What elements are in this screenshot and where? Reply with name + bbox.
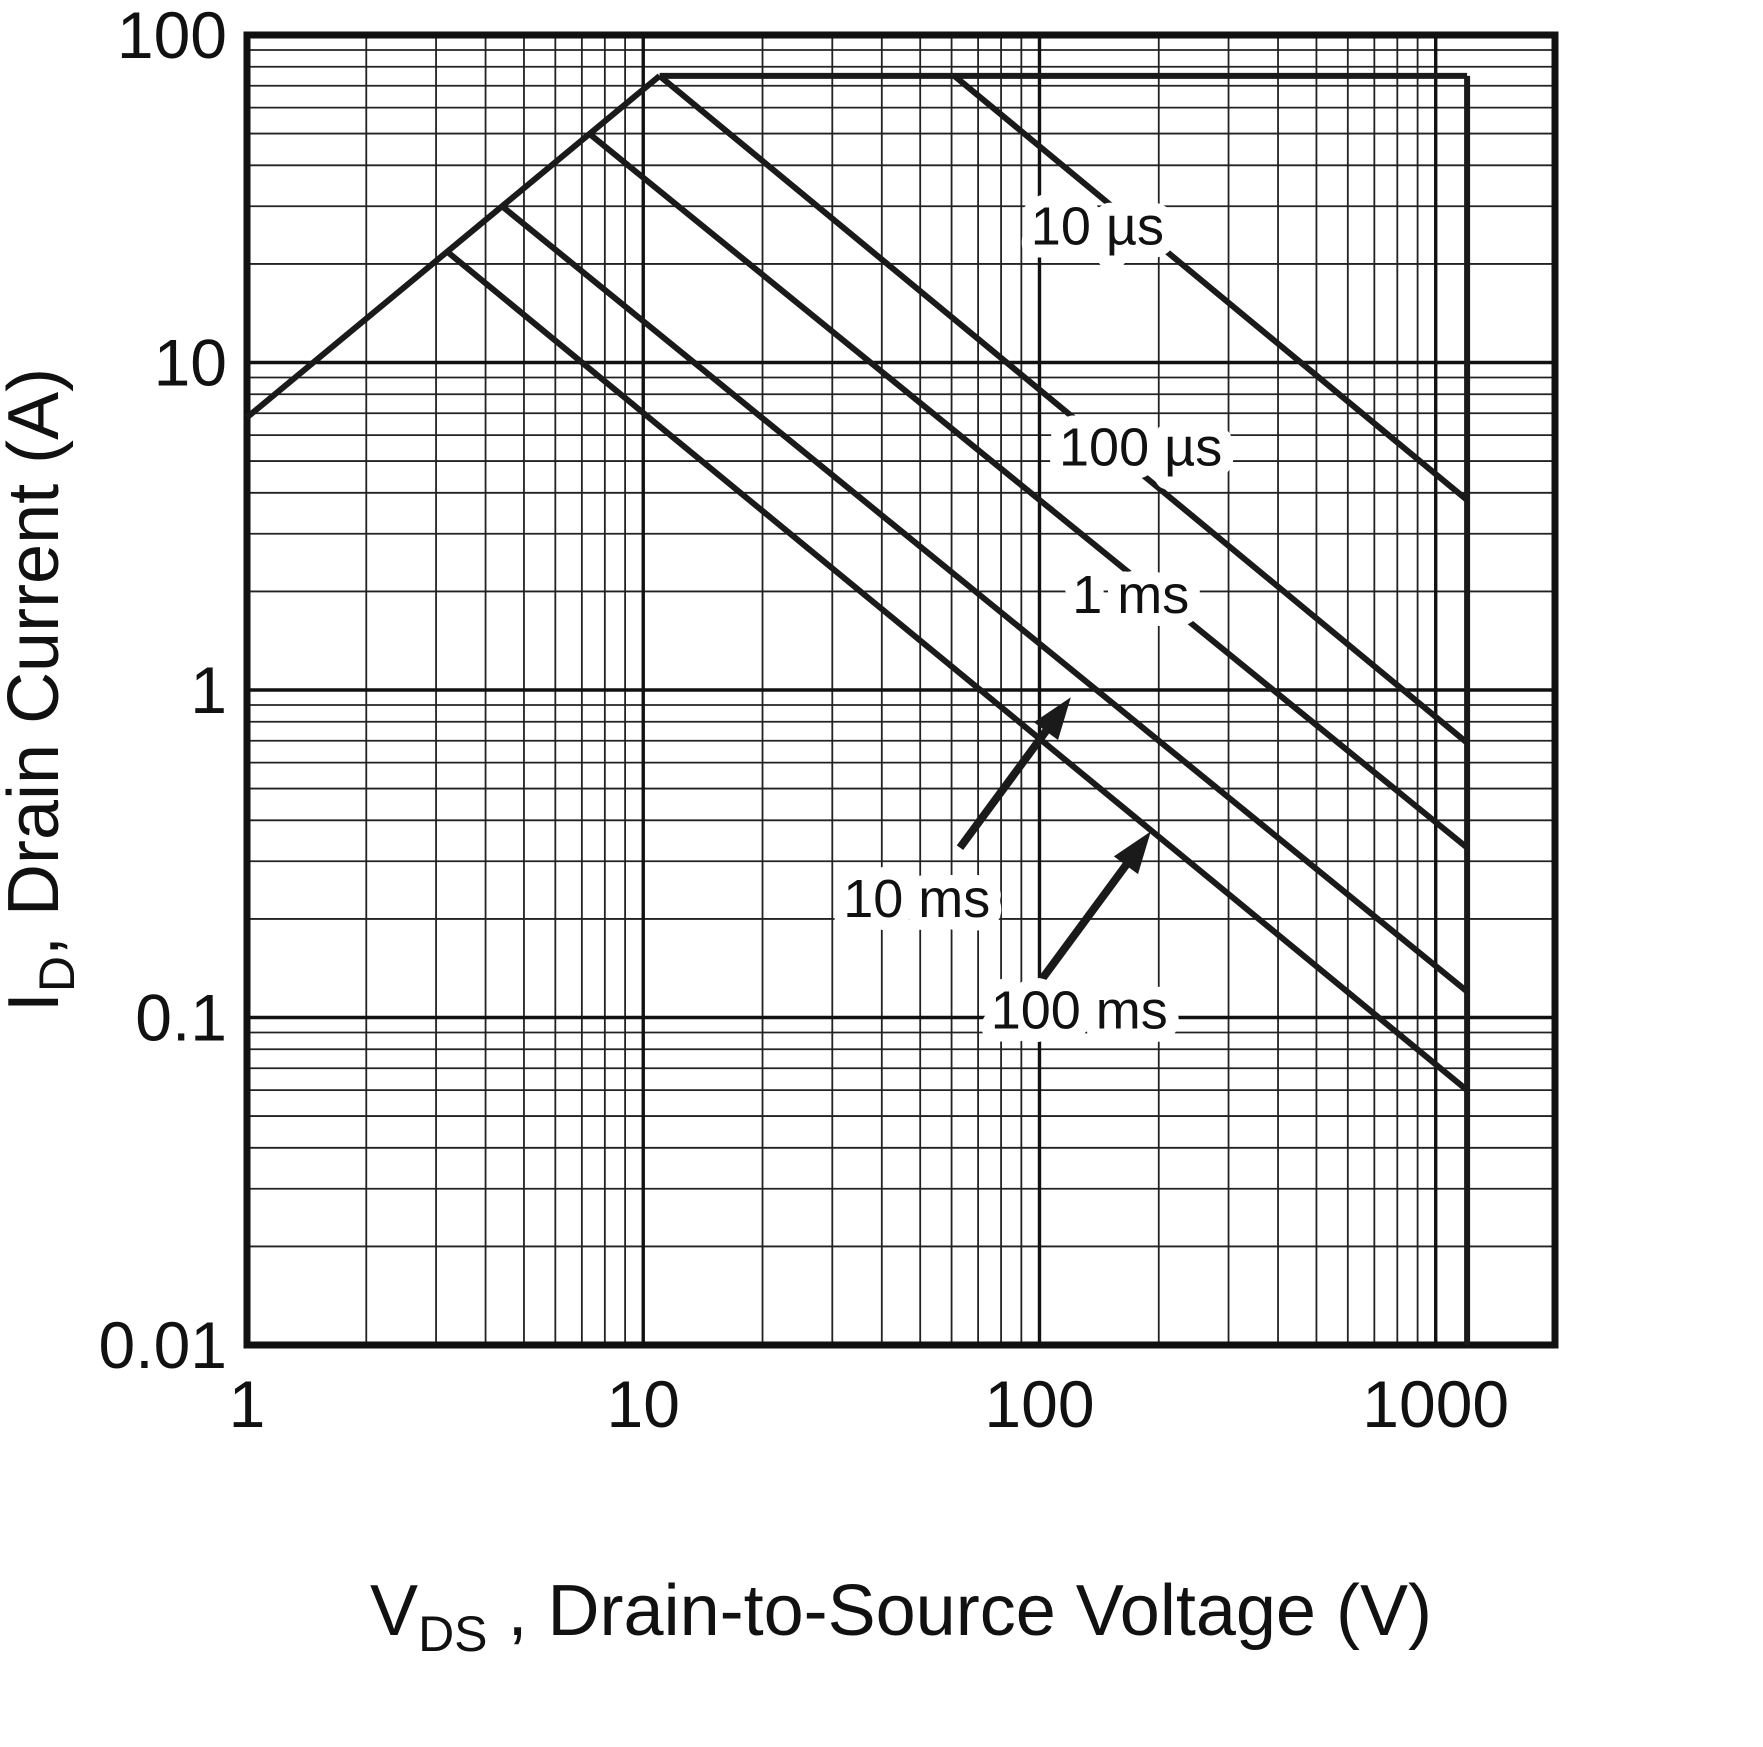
tick-labels: 1 10 100 1000 0.01 0.1 1 10 100 bbox=[99, 0, 1510, 1441]
x-tick-label: 100 bbox=[984, 1367, 1094, 1441]
y-tick-label: 10 bbox=[154, 326, 227, 400]
annotation-arrow-head-10-ms bbox=[1033, 697, 1071, 741]
y-axis-title: ID, Drain Current (A) bbox=[0, 368, 85, 1012]
annotation-label-10-s: 10 µs bbox=[1031, 197, 1164, 257]
annotation-arrow-line-100-ms bbox=[1037, 858, 1133, 983]
y-tick-label: 0.1 bbox=[135, 981, 227, 1055]
y-tick-label: 0.01 bbox=[99, 1308, 227, 1382]
annotation-label-10-ms: 10 ms bbox=[843, 869, 990, 929]
curve-10ms bbox=[500, 203, 1469, 994]
curve-1ms bbox=[587, 131, 1469, 851]
curve-100ms bbox=[445, 249, 1470, 1093]
annotation-label-1-ms: 1 ms bbox=[1072, 565, 1189, 625]
y-tick-label: 100 bbox=[117, 0, 227, 72]
annotation-arrow-head-100-ms bbox=[1113, 831, 1151, 875]
x-tick-label: 1000 bbox=[1362, 1367, 1509, 1441]
x-tick-label: 1 bbox=[229, 1367, 266, 1441]
curve-100us bbox=[657, 73, 1470, 746]
y-tick-label: 1 bbox=[190, 653, 227, 727]
annotation-arrow-line-10-ms bbox=[956, 723, 1053, 851]
annotation-label-100-ms: 100 ms bbox=[991, 981, 1168, 1041]
curve-10us bbox=[952, 73, 1470, 503]
curves bbox=[245, 72, 1471, 1345]
gridlines bbox=[247, 35, 1555, 1345]
x-tick-label: 10 bbox=[607, 1367, 680, 1441]
annotation-label-100-s: 100 µs bbox=[1059, 418, 1222, 478]
plot-frame bbox=[243, 31, 1559, 1349]
x-axis-title: VDS , Drain-to-Source Voltage (V) bbox=[370, 1571, 1432, 1662]
